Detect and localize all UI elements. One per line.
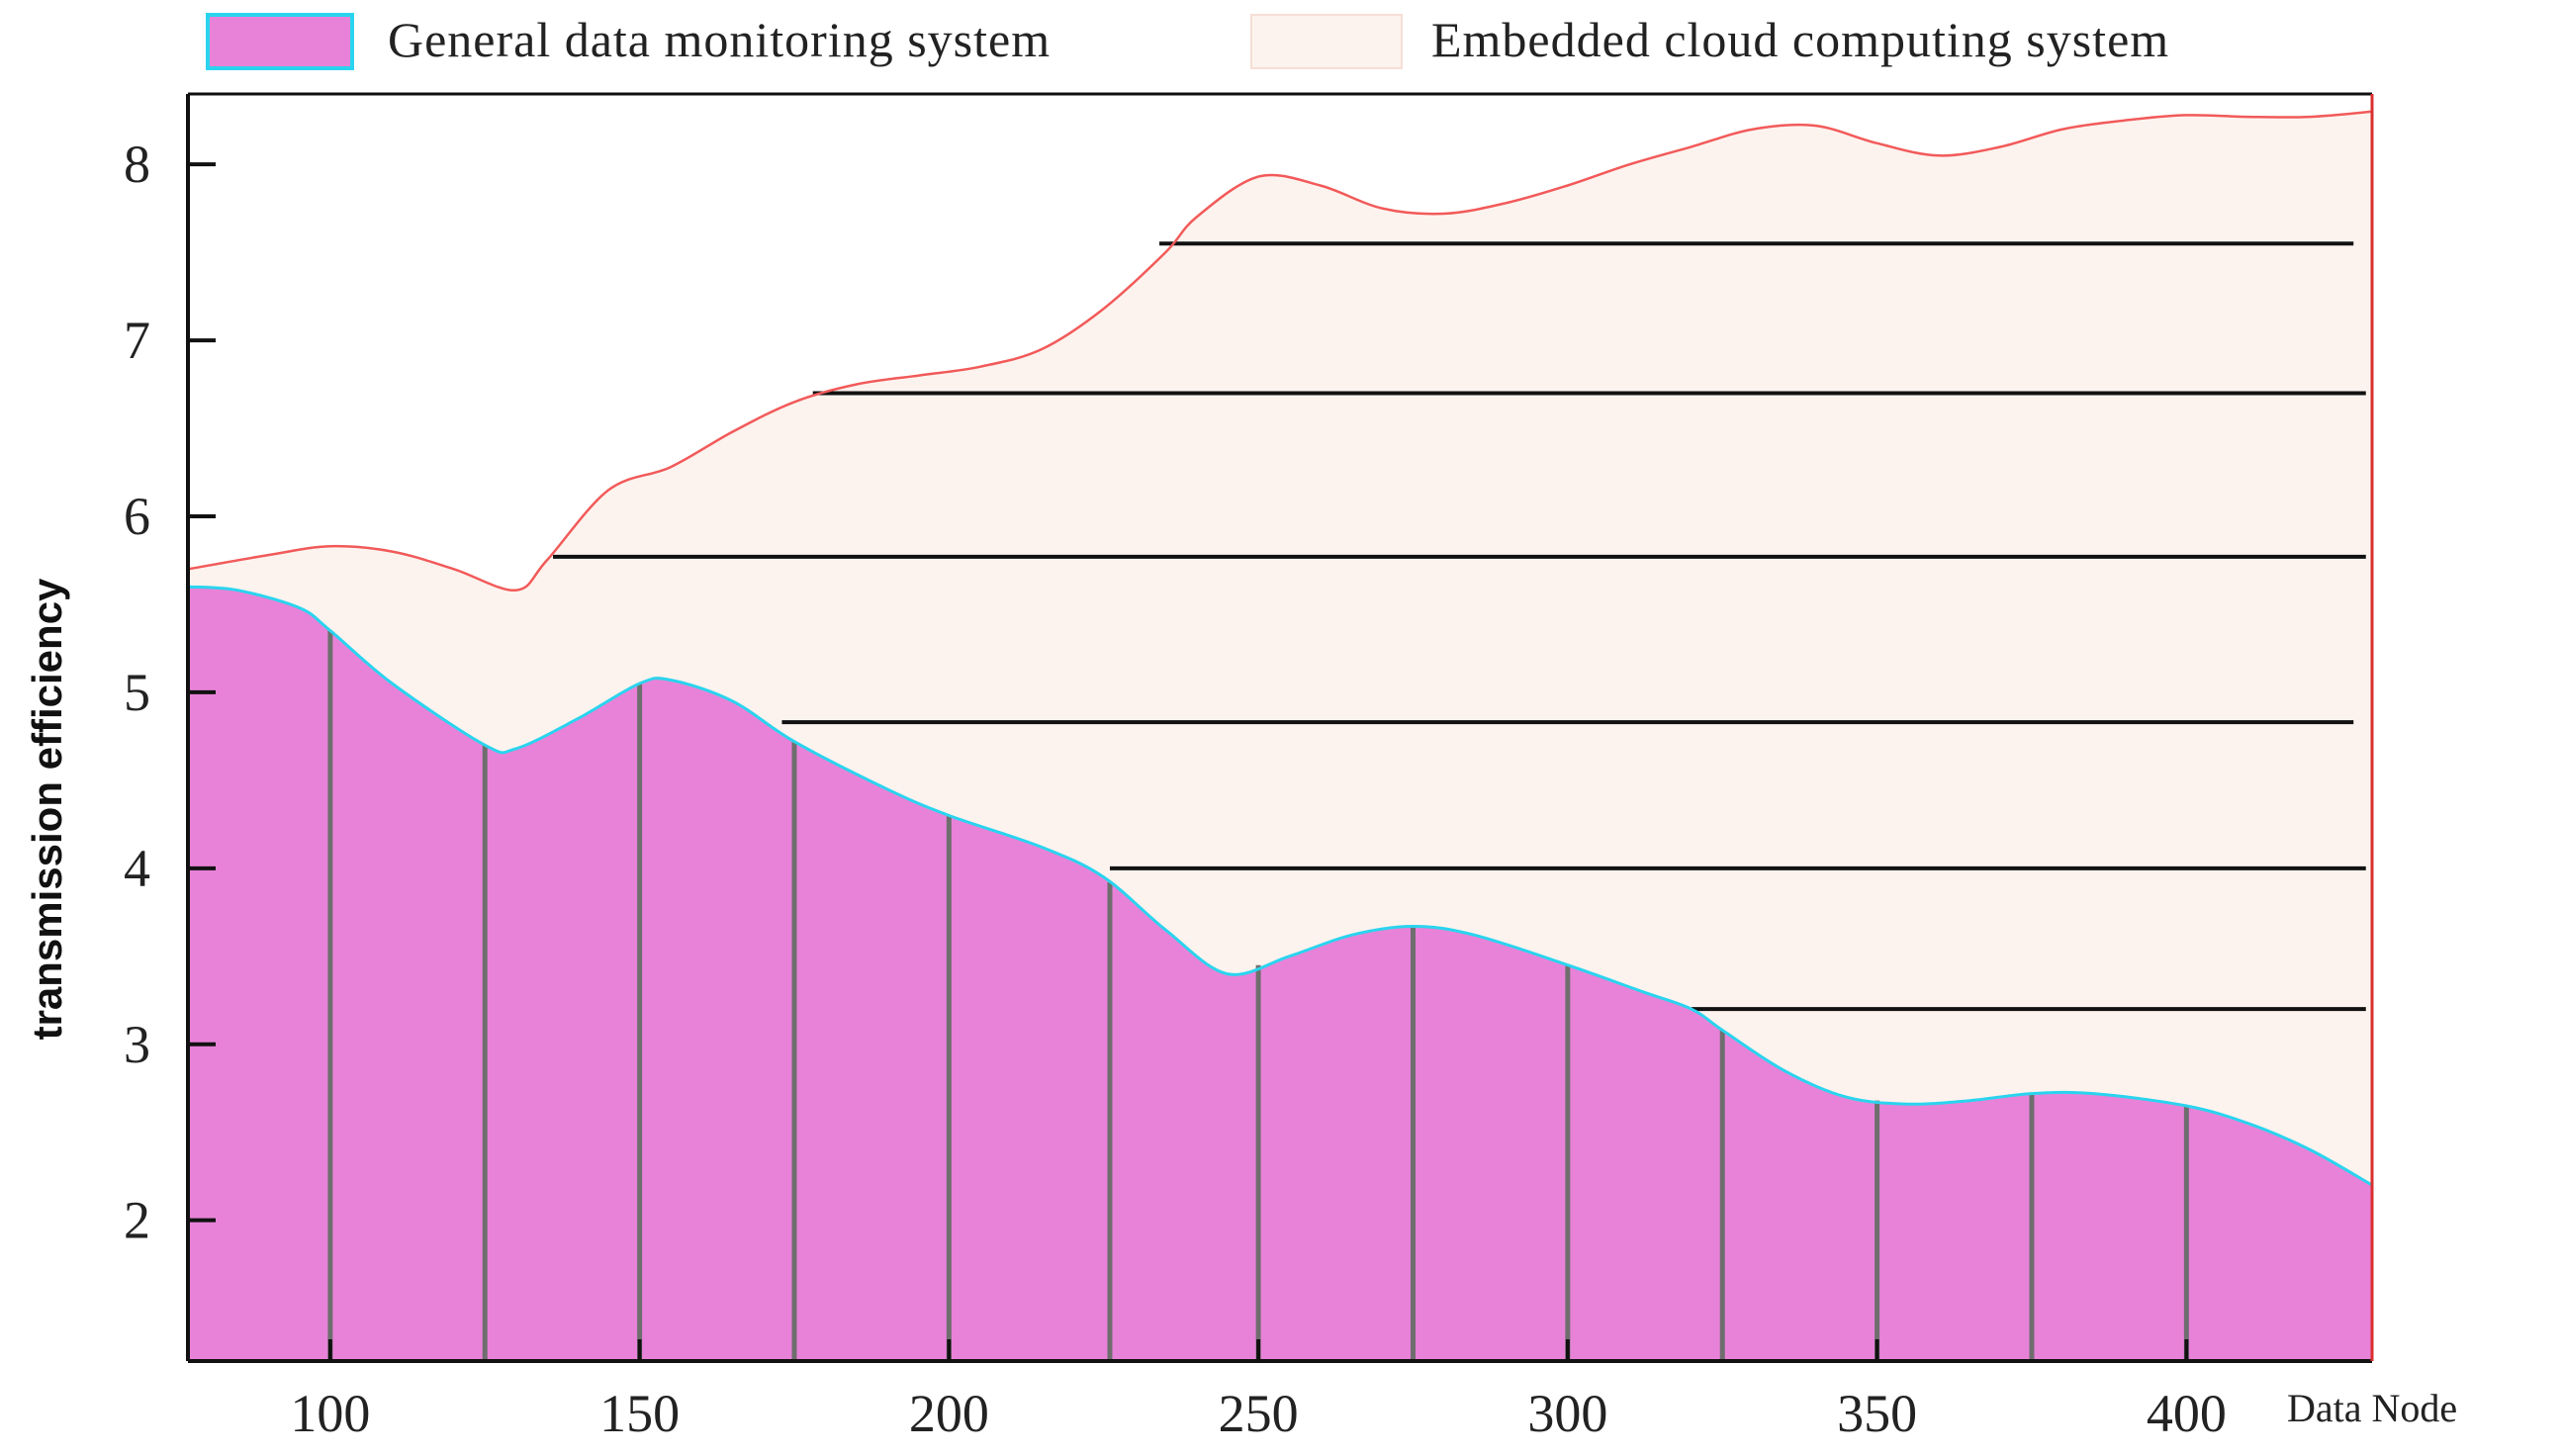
plot-area xyxy=(187,110,2373,1361)
x-tick-label-0: 100 xyxy=(290,1384,370,1443)
x-tick-label-5: 350 xyxy=(1837,1384,1917,1443)
y-tick-label-4: 6 xyxy=(124,487,150,546)
y-tick-label-5: 7 xyxy=(124,311,150,370)
series-line-general xyxy=(187,585,2373,1187)
y-tick-label-0: 2 xyxy=(124,1191,150,1250)
y-tick-label-2: 4 xyxy=(124,839,150,898)
legend: General data monitoring system Embedded … xyxy=(206,12,2169,70)
y-tick-label-1: 3 xyxy=(124,1015,150,1074)
series-area-general xyxy=(188,587,2372,1361)
x-tick-label-1: 150 xyxy=(599,1384,680,1443)
legend-swatch-general xyxy=(206,13,354,70)
x-tick-label-6: 400 xyxy=(2147,1384,2227,1443)
legend-swatch-embedded xyxy=(1250,14,1403,69)
y-tick-label-6: 8 xyxy=(124,135,150,194)
x-tick-label-4: 300 xyxy=(1527,1384,1607,1443)
x-axis-title: Data Node xyxy=(2287,1386,2457,1430)
y-axis-title: transmission efficiency xyxy=(24,578,70,1040)
axes: 2 3 4 5 6 7 8 100 150 200 250 300 350 400 xyxy=(124,92,2374,1443)
legend-label-general: General data monitoring system xyxy=(388,12,1051,67)
x-tick-label-3: 250 xyxy=(1219,1384,1299,1443)
x-tick-label-2: 200 xyxy=(909,1384,989,1443)
y-tick-label-3: 5 xyxy=(124,663,150,722)
series-line-embedded xyxy=(187,110,2373,592)
legend-label-embedded: Embedded cloud computing system xyxy=(1431,12,2169,67)
